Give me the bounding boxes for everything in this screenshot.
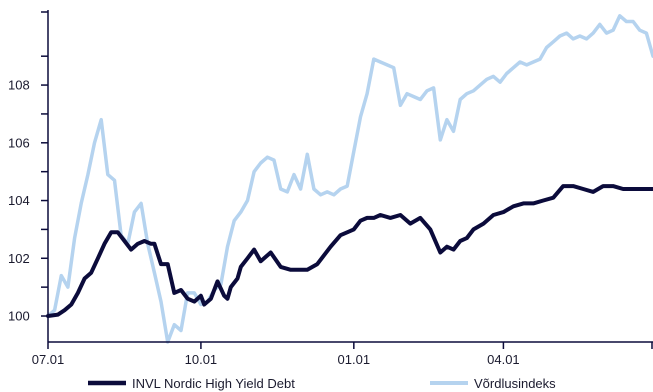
- series-line-benchmark: [46, 14, 653, 344]
- y-tick-label: 106: [8, 135, 30, 150]
- x-tick-label: 01.01: [338, 352, 371, 367]
- x-tick-label: 04.01: [487, 352, 520, 367]
- y-tick-label: 108: [8, 78, 30, 93]
- legend: INVL Nordic High Yield Debt Võrdlusindeks: [88, 376, 556, 391]
- legend-label-benchmark: Võrdlusindeks: [474, 376, 556, 391]
- x-tick-label: 07.01: [32, 352, 65, 367]
- y-tick-label: 102: [8, 251, 30, 266]
- series-line-fund: [46, 184, 653, 318]
- y-tick-label: 100: [8, 309, 30, 324]
- x-tick-label: 10.01: [185, 352, 218, 367]
- y-tick-label: 104: [8, 193, 30, 208]
- axes-group: 100 102 104 106 108 07.01 10.01 01.01 04.01: [8, 10, 653, 367]
- plot-series-group: [46, 14, 653, 344]
- legend-label-fund: INVL Nordic High Yield Debt: [132, 376, 295, 391]
